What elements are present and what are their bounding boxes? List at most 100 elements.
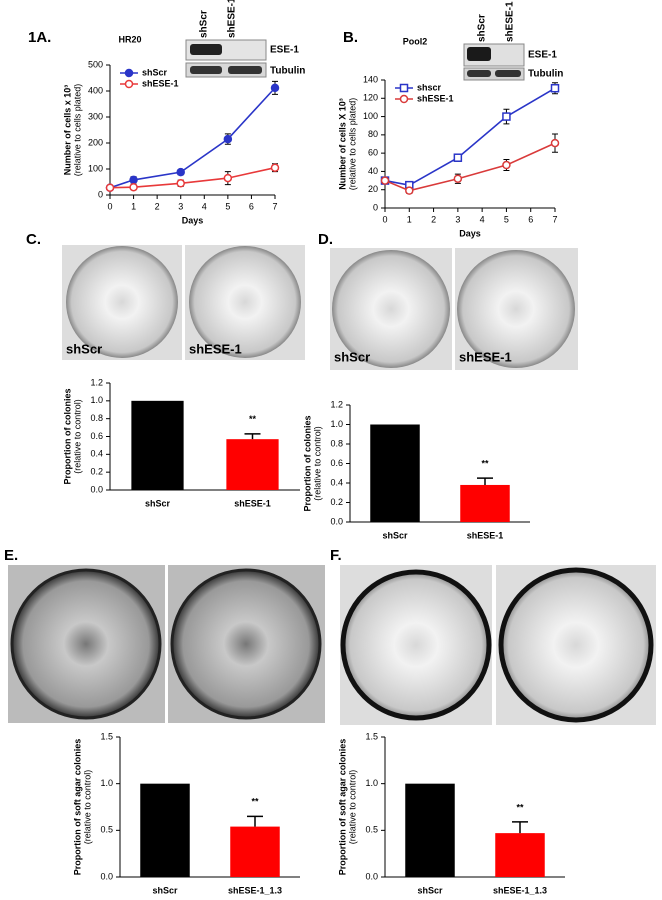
blot-band (190, 66, 222, 74)
panel-label: D. (318, 231, 333, 248)
marker (223, 134, 233, 144)
bar (405, 783, 455, 877)
significance: ** (249, 414, 257, 424)
y-tick-label: 20 (368, 184, 378, 194)
marker (550, 83, 560, 93)
marker (129, 175, 138, 185)
dish (170, 568, 322, 720)
y-tick-label: 100 (88, 163, 103, 173)
y-axis-note: (relative to control) (72, 399, 82, 474)
y-tick-label: 60 (368, 148, 378, 158)
dish (340, 569, 492, 721)
x-tick-label: shESE-1 (234, 498, 271, 508)
x-tick-label: shScr (152, 885, 178, 895)
y-axis-label: Number of cells x 10³ (62, 85, 72, 176)
y-tick-label: 140 (363, 74, 378, 84)
x-axis-label: Days (182, 215, 204, 225)
y-tick-label: 0.2 (90, 467, 103, 477)
x-tick-label: shESE-1 (467, 530, 504, 540)
legend-label: shscr (417, 82, 442, 92)
bar (140, 783, 190, 877)
x-tick-label: 1 (407, 214, 412, 224)
error-bar (244, 433, 261, 440)
legend-label: shScr (142, 67, 168, 77)
panel-label: F. (330, 547, 342, 564)
x-tick-label: 6 (528, 214, 533, 224)
dish (498, 567, 654, 723)
marker (380, 176, 390, 185)
y-tick-label: 0.5 (365, 825, 378, 835)
error-bar (247, 815, 263, 827)
blot-band (228, 66, 262, 74)
blot-row-label: ESE-1 (528, 50, 557, 61)
y-tick-label: 1.2 (90, 377, 103, 387)
blot-band (495, 70, 521, 77)
legend-marker (124, 79, 134, 89)
y-axis-label: Proportion of soft agar colonies (337, 739, 347, 876)
y-axis-label: Proportion of soft agar colonies (72, 739, 82, 876)
y-tick-label: 500 (88, 59, 103, 69)
lane-label: shScr (477, 14, 488, 42)
y-tick-label: 1.0 (100, 778, 113, 788)
y-axis-label: Proportion of colonies (302, 416, 312, 512)
y-axis-note: (relative to control) (347, 770, 357, 845)
marker (129, 182, 138, 192)
marker (176, 167, 185, 177)
x-tick-label: 5 (225, 201, 230, 211)
x-tick-label: shScr (145, 498, 171, 508)
western-blot: shScr shESE-1 ESE-1 Tubulin (185, 0, 305, 78)
marker (105, 183, 115, 192)
marker (405, 186, 414, 195)
blot-band (467, 47, 491, 61)
bar (131, 400, 184, 490)
western-blot: shScr shESE-1 ESE-1 Tubulin (463, 1, 563, 81)
dish (457, 250, 575, 368)
lane-label: shScr (199, 10, 210, 38)
y-tick-label: 1.2 (330, 399, 343, 409)
y-axis-note: (relative to cells plated) (72, 84, 82, 177)
y-tick-label: 100 (363, 111, 378, 121)
marker (502, 112, 511, 121)
bar (230, 826, 280, 877)
y-tick-label: 0.8 (330, 438, 343, 448)
x-tick-label: 7 (272, 201, 277, 211)
lane-label: shESE-1 (505, 1, 516, 42)
dish (189, 246, 301, 358)
blot-row-label: Tubulin (270, 66, 305, 77)
legend-label: shESE-1 (142, 78, 179, 88)
y-tick-label: 1.0 (90, 395, 103, 405)
y-tick-label: 0.4 (90, 449, 103, 459)
x-tick-label: 4 (202, 201, 207, 211)
x-tick-label: 2 (155, 201, 160, 211)
panel-label: 1A. (28, 29, 51, 46)
y-axis-label: Proportion of colonies (62, 389, 72, 485)
photo-label: shESE-1 (459, 349, 512, 364)
x-tick-label: shESE-1_1.3 (228, 885, 282, 895)
marker (223, 173, 233, 183)
lane-label: shESE-1 (227, 0, 238, 38)
bar (495, 833, 545, 877)
x-tick-label: 3 (455, 214, 460, 224)
x-tick-label: 6 (249, 201, 254, 211)
marker (176, 179, 185, 188)
chart-title: HR20 (118, 34, 141, 44)
y-tick-label: 1.0 (365, 778, 378, 788)
y-tick-label: 0.5 (100, 825, 113, 835)
marker (270, 83, 280, 93)
significance: ** (251, 797, 259, 807)
x-tick-label: shScr (382, 530, 408, 540)
panel-label: B. (343, 29, 358, 46)
x-tick-label: 5 (504, 214, 509, 224)
bar (460, 484, 510, 522)
x-tick-label: 3 (178, 201, 183, 211)
y-tick-label: 0.6 (330, 458, 343, 468)
y-tick-label: 400 (88, 85, 103, 95)
marker (270, 163, 280, 172)
photo: shScr shESE-1 (330, 248, 578, 370)
dish (10, 568, 162, 720)
y-tick-label: 1.5 (365, 731, 378, 741)
bar (370, 424, 420, 522)
y-tick-label: 0 (373, 202, 378, 212)
